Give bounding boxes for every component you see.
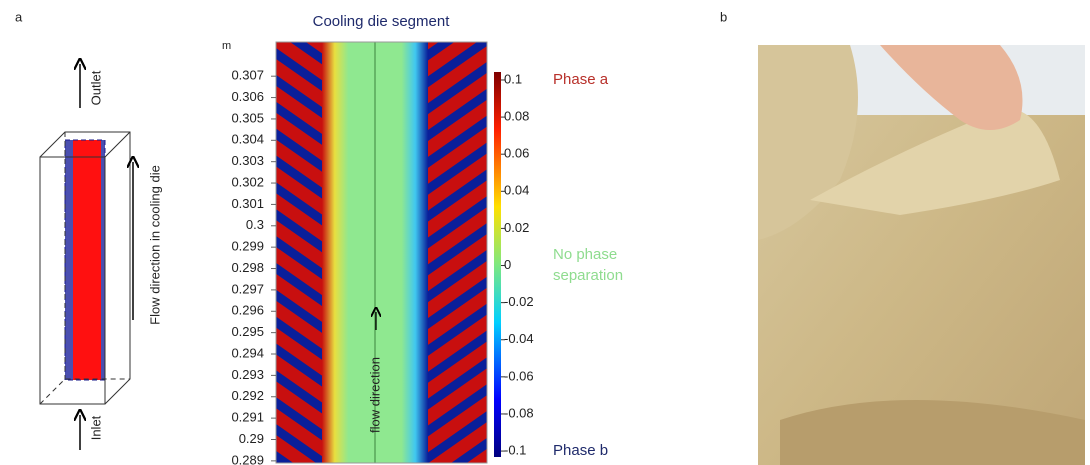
flow-label: Flow direction in cooling die (147, 165, 162, 325)
y-tick-label: 0.29 (239, 431, 264, 446)
colorbar-tick-label: 0.08 (504, 109, 529, 124)
plot-title: Cooling die segment (313, 13, 451, 30)
colorbar-tick-label: 0 (504, 257, 511, 272)
colorbar-tick-label: -0.1 (504, 443, 526, 458)
y-tick-label: 0.305 (231, 110, 264, 125)
no-phase-label: No phase (553, 246, 617, 263)
y-tick-label: 0.304 (231, 132, 264, 147)
y-tick-label: 0.289 (231, 452, 264, 465)
y-tick-label: 0.307 (231, 68, 264, 83)
y-tick-label: 0.299 (231, 239, 264, 254)
y-tick-label: 0.294 (231, 345, 264, 360)
y-tick-label: 0.302 (231, 174, 264, 189)
y-tick-label: 0.296 (231, 303, 264, 318)
colorbar-tick-label: 0.02 (504, 220, 529, 235)
colorbar-tick-label: -0.06 (504, 368, 534, 383)
y-unit: m (222, 40, 231, 52)
colorbar-tick-label: -0.08 (504, 405, 534, 420)
no-phase-label: separation (553, 267, 623, 284)
y-tick-label: 0.303 (231, 153, 264, 168)
colorbar-tick-label: 0.04 (504, 183, 529, 198)
phase-b-label: Phase b (553, 442, 608, 459)
y-tick-label: 0.292 (231, 388, 264, 403)
colorbar (494, 72, 501, 457)
colorbar-tick-label: -0.02 (504, 294, 534, 309)
y-tick-label: 0.298 (231, 260, 264, 275)
y-tick-label: 0.301 (231, 196, 264, 211)
die-diagram (39, 131, 131, 405)
flow-annotation: flow direction (367, 357, 382, 433)
y-tick-label: 0.3 (246, 217, 264, 232)
outlet-label: Outlet (88, 70, 103, 105)
y-tick-label: 0.293 (231, 367, 264, 382)
photo (758, 45, 1085, 465)
y-tick-label: 0.306 (231, 89, 264, 104)
y-tick-label: 0.291 (231, 410, 264, 425)
contour-field (275, 41, 488, 464)
phase-a-label: Phase a (553, 71, 609, 88)
inlet-label: Inlet (88, 415, 103, 440)
colorbar-tick-label: 0.1 (504, 71, 522, 86)
y-tick-label: 0.295 (231, 324, 264, 339)
panel-label: b (720, 9, 727, 24)
y-tick-label: 0.297 (231, 281, 264, 296)
panel-label: a (15, 9, 23, 24)
colorbar-tick-label: -0.04 (504, 331, 534, 346)
colorbar-tick-label: 0.06 (504, 146, 529, 161)
